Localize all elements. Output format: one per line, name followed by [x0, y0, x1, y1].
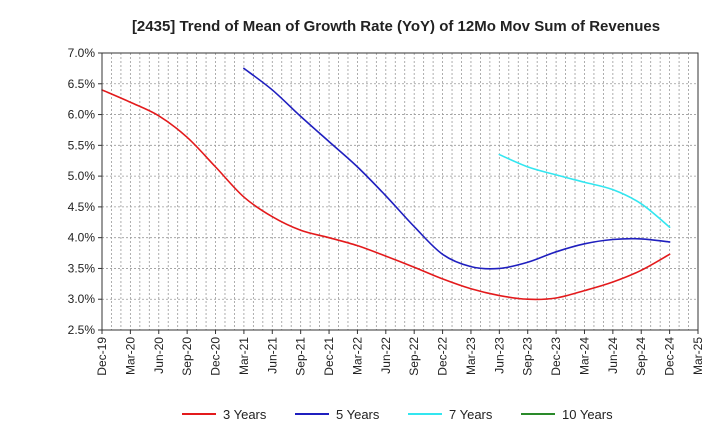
x-tick-label: Jun-24 — [606, 337, 620, 374]
y-tick-label: 6.0% — [68, 108, 96, 122]
y-tick-label: 3.5% — [68, 261, 96, 275]
x-tick-label: Mar-24 — [577, 337, 591, 375]
x-tick-label: Jun-23 — [492, 337, 506, 374]
x-axis: Dec-19 Mar-20 Jun-20 Sep-20 Dec-20 Mar-21 Jun-… — [95, 330, 705, 376]
y-tick-label: 4.0% — [68, 231, 96, 245]
legend: 3 Years 5 Years 7 Years 10 Years — [182, 407, 613, 422]
legend-label-10-years: 10 Years — [562, 407, 613, 422]
series-line-7-years — [498, 153, 671, 228]
x-tick-label: Mar-22 — [350, 337, 364, 375]
x-tick-label: Sep-24 — [634, 337, 648, 376]
x-tick-label: Jun-21 — [265, 337, 279, 374]
x-tick-label: Dec-19 — [95, 337, 109, 376]
x-tick-label: Mar-23 — [464, 337, 478, 375]
legend-label-7-years: 7 Years — [449, 407, 493, 422]
x-tick-label: Mar-21 — [237, 337, 251, 375]
x-tick-label: Dec-22 — [436, 337, 450, 376]
y-tick-label: 4.5% — [68, 200, 96, 214]
series-lines — [101, 67, 671, 301]
series-line-3-years — [101, 89, 671, 301]
chart-title: [2435] Trend of Mean of Growth Rate (YoY… — [132, 18, 660, 35]
plot-area-background — [102, 53, 698, 330]
x-tick-label: Dec-23 — [549, 337, 563, 376]
y-tick-label: 5.0% — [68, 169, 96, 183]
x-tick-label: Jun-22 — [379, 337, 393, 374]
x-tick-label: Dec-24 — [663, 337, 677, 376]
x-tick-label: Sep-23 — [521, 337, 535, 376]
legend-label-5-years: 5 Years — [336, 407, 380, 422]
y-tick-label: 3.0% — [68, 292, 96, 306]
x-tick-label: Dec-21 — [322, 337, 336, 376]
y-axis: 2.5% 3.0% 3.5% 4.0% 4.5% 5.0% 5.5% 6.0% 6.5% 7.0% — [68, 46, 102, 337]
x-tick-label: Sep-20 — [180, 337, 194, 376]
y-tick-label: 6.5% — [68, 77, 96, 91]
plot-frame — [101, 52, 699, 331]
x-tick-label: Jun-20 — [152, 337, 166, 374]
y-tick-label: 5.5% — [68, 138, 96, 152]
x-tick-label: Mar-25 — [691, 337, 705, 375]
x-tick-label: Mar-20 — [123, 337, 137, 375]
series-line-5-years — [243, 67, 671, 270]
y-tick-label: 2.5% — [68, 323, 96, 337]
x-tick-label: Sep-22 — [407, 337, 421, 376]
x-tick-label: Dec-20 — [209, 337, 223, 376]
legend-label-3-years: 3 Years — [223, 407, 267, 422]
y-tick-label: 7.0% — [68, 46, 96, 60]
x-tick-label: Sep-21 — [294, 337, 308, 376]
